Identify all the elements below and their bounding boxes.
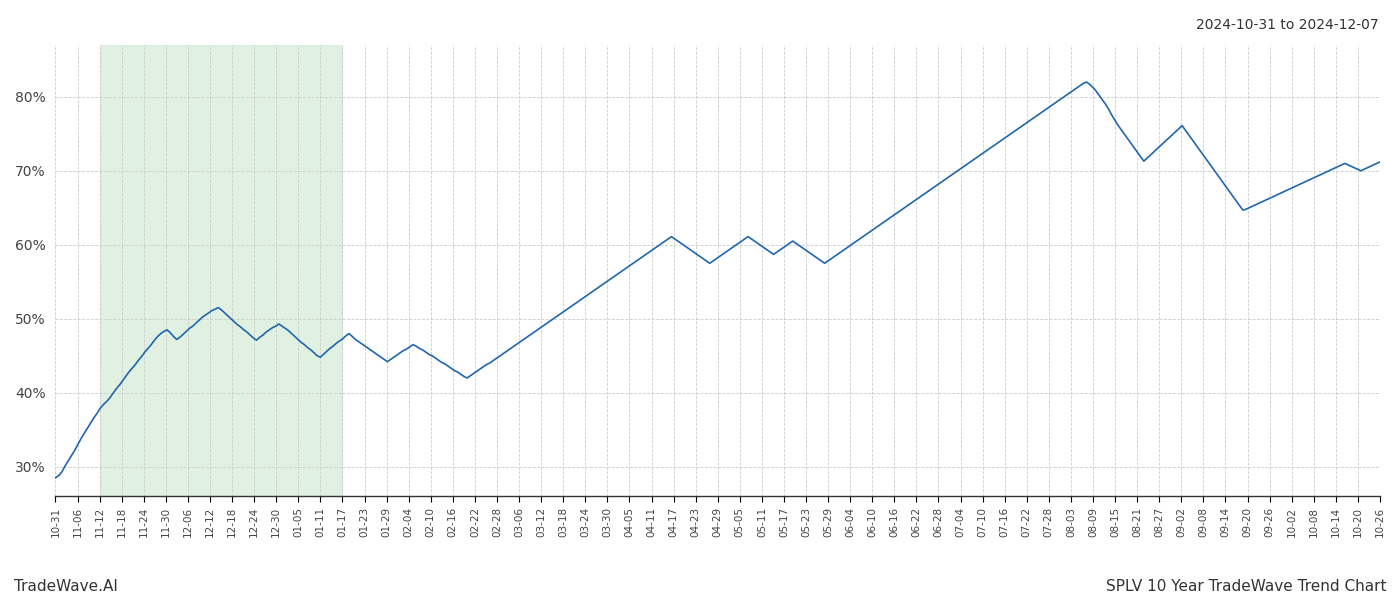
- Text: SPLV 10 Year TradeWave Trend Chart: SPLV 10 Year TradeWave Trend Chart: [1106, 579, 1386, 594]
- Text: TradeWave.AI: TradeWave.AI: [14, 579, 118, 594]
- Bar: [99, 45, 343, 496]
- Text: 2024-10-31 to 2024-12-07: 2024-10-31 to 2024-12-07: [1197, 18, 1379, 32]
